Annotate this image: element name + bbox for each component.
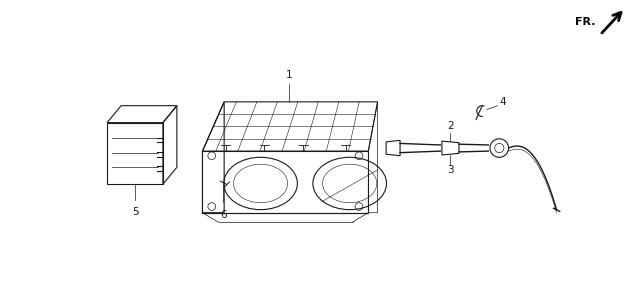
Text: FR.: FR.	[575, 17, 595, 27]
Text: 5: 5	[132, 207, 138, 217]
Text: 1: 1	[286, 70, 292, 80]
Text: 6: 6	[220, 210, 227, 220]
Text: 4: 4	[499, 97, 506, 107]
Text: 3: 3	[447, 165, 454, 175]
Text: 2: 2	[447, 121, 454, 131]
